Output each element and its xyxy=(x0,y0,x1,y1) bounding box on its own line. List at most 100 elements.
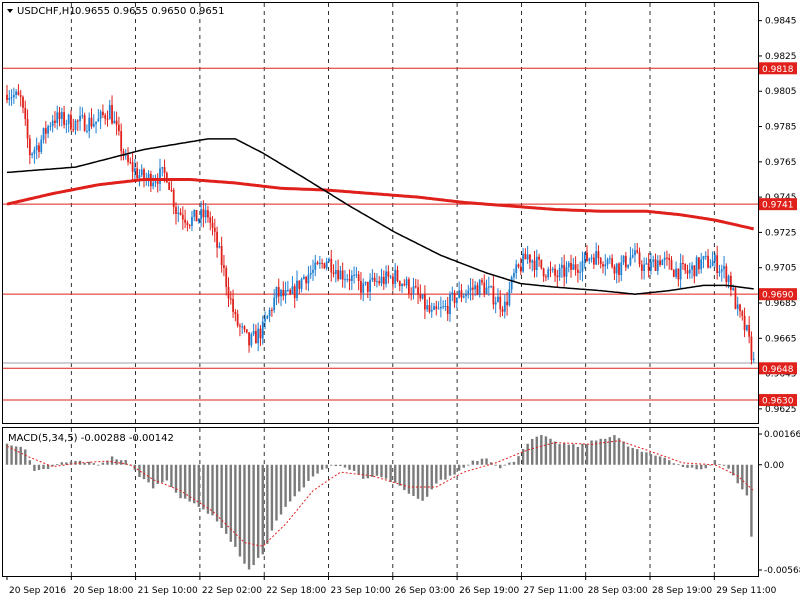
macd-bar xyxy=(594,440,598,465)
candle-body xyxy=(195,210,198,222)
macd-bar xyxy=(343,464,347,468)
macd-bar xyxy=(165,464,169,481)
candle-body xyxy=(570,262,572,270)
macd-bar xyxy=(663,457,666,465)
candle-body xyxy=(396,269,399,281)
macd-bar xyxy=(690,464,694,468)
candle-body xyxy=(241,326,244,328)
candle-body xyxy=(430,309,433,312)
candle-body xyxy=(300,279,303,289)
macd-bar xyxy=(179,464,182,499)
candle-body xyxy=(10,97,13,99)
macd-bar xyxy=(366,464,369,479)
candle-body xyxy=(348,278,351,281)
price-tick-label: 0.9825 xyxy=(765,52,797,62)
time-tick-label: 27 Sep 11:00 xyxy=(523,586,583,596)
price-tick-label: 0.9705 xyxy=(765,264,797,274)
macd-bar xyxy=(220,464,223,529)
candle-body xyxy=(339,270,342,280)
candle-body xyxy=(554,268,556,276)
candle-body xyxy=(675,268,677,277)
macd-bar xyxy=(457,464,461,471)
candle-body xyxy=(444,305,447,307)
candle-body xyxy=(476,285,479,296)
price-axis: 0.98450.98250.98050.97850.97650.97450.97… xyxy=(758,17,797,415)
macd-bar xyxy=(626,446,630,465)
candle-body xyxy=(670,260,673,270)
candle-body xyxy=(538,256,540,260)
macd-tick-label: 0.00166 xyxy=(764,430,800,440)
level-tag-label: 0.9690 xyxy=(762,291,794,301)
candle-body xyxy=(202,209,205,218)
price-tick-label: 0.9645 xyxy=(765,370,797,380)
candle-body xyxy=(309,272,312,275)
macd-bar xyxy=(298,464,301,492)
candle-body xyxy=(604,264,607,267)
candle-body xyxy=(389,276,392,278)
candle-body xyxy=(355,274,358,276)
macd-bar xyxy=(348,464,351,470)
macd-bar xyxy=(416,464,420,499)
macd-bar xyxy=(512,461,516,465)
price-panel-frame xyxy=(2,2,759,424)
macd-bar xyxy=(544,436,548,465)
slow-moving-average xyxy=(6,178,755,231)
candle-body xyxy=(474,285,477,290)
candle-body xyxy=(156,181,159,184)
candle-body xyxy=(65,123,68,125)
macd-bar xyxy=(357,464,360,475)
candle-body xyxy=(245,329,248,333)
candle-body xyxy=(268,309,271,316)
macd-bar xyxy=(727,464,730,469)
macd-tick-label: -0.00568 xyxy=(764,566,800,576)
candle-body xyxy=(492,286,495,305)
candle-body xyxy=(193,210,196,217)
macd-bar xyxy=(320,464,324,470)
macd-bar xyxy=(430,464,433,490)
candle-body xyxy=(22,96,24,108)
collapse-triangle-icon[interactable] xyxy=(7,9,13,13)
level-tag-label: 0.9630 xyxy=(762,397,794,407)
candle-body xyxy=(197,218,200,222)
candle-body xyxy=(360,281,362,293)
price-tick-label: 0.9685 xyxy=(765,299,797,309)
candle-body xyxy=(17,91,20,95)
candle-body xyxy=(159,168,161,184)
candle-body xyxy=(542,268,545,277)
candle-body xyxy=(417,287,419,295)
macd-label: MACD(5,34,5) -0.00288 -0.00142 xyxy=(8,433,174,444)
candle-body xyxy=(503,301,506,312)
candle-body xyxy=(207,210,209,218)
macd-bar xyxy=(654,455,657,465)
time-tick-label: 26 Sep 19:00 xyxy=(459,586,519,596)
candle-body xyxy=(26,119,29,139)
macd-bar xyxy=(526,443,529,465)
level-tag-label: 0.9818 xyxy=(762,65,794,75)
candle-body xyxy=(668,257,671,261)
candle-body xyxy=(659,260,661,265)
candle-body xyxy=(143,169,145,181)
candle-body xyxy=(627,264,630,268)
macd-bar xyxy=(567,444,570,465)
time-tick-label: 20 Sep 18:00 xyxy=(73,586,133,596)
candle-body xyxy=(165,172,168,183)
candle-body xyxy=(376,281,378,283)
level-tag xyxy=(759,362,797,375)
macd-bar xyxy=(649,454,653,465)
fast-moving-average xyxy=(6,138,754,295)
candle-body xyxy=(734,288,737,309)
macd-bar xyxy=(704,464,707,469)
candle-body xyxy=(485,287,488,294)
macd-bar xyxy=(46,464,50,469)
candle-body xyxy=(725,266,728,283)
candle-body xyxy=(266,315,269,319)
candle-body xyxy=(711,261,714,267)
candle-body xyxy=(225,267,228,287)
candle-body xyxy=(439,307,442,309)
candle-body xyxy=(321,262,324,264)
macd-bar xyxy=(576,446,580,465)
candle-body xyxy=(656,260,659,271)
candle-body xyxy=(622,255,625,263)
macd-bar xyxy=(718,464,721,465)
